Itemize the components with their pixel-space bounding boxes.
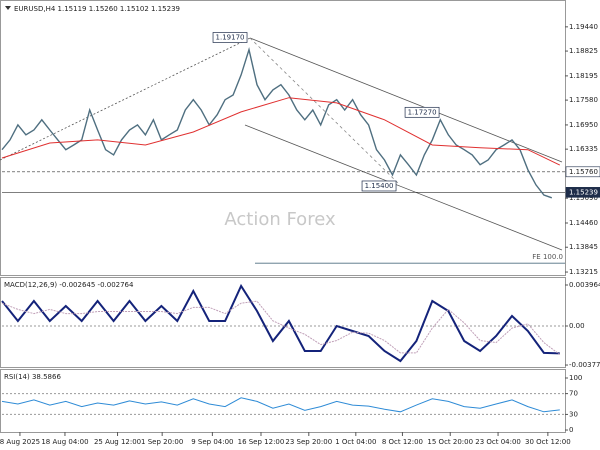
x-tick-label: 9 Sep 04:00 bbox=[191, 438, 233, 446]
y-tick-label: 1.16335 bbox=[569, 145, 598, 153]
y-tick-label: 1.17580 bbox=[569, 96, 598, 104]
watermark: Action Forex bbox=[224, 209, 336, 230]
x-tick-label: 8 Oct 12:00 bbox=[382, 438, 423, 446]
annotation-box bbox=[212, 32, 248, 43]
annotation-box bbox=[361, 180, 397, 192]
y-tick-label: 1.14460 bbox=[569, 219, 598, 227]
x-tick-label: 1 Sep 20:00 bbox=[141, 438, 183, 446]
y-tick-label: 1.13845 bbox=[569, 243, 598, 251]
series-line bbox=[1, 300, 561, 355]
x-tick-label: 16 Sep 12:00 bbox=[238, 438, 285, 446]
price-level-label: 1.15239 bbox=[569, 188, 598, 196]
x-tick-label: 23 Oct 04:00 bbox=[475, 438, 521, 446]
x-tick-label: 23 Sep 20:00 bbox=[285, 438, 332, 446]
x-tick-label: 8 Aug 2025 bbox=[0, 438, 40, 446]
y-tick-label: 70 bbox=[569, 390, 578, 398]
price-level-label: 1.15760 bbox=[569, 168, 598, 176]
y-tick-label: 1.18195 bbox=[569, 72, 598, 80]
y-tick-label: 1.15090 bbox=[569, 194, 598, 202]
price-level-box bbox=[565, 187, 600, 198]
y-tick-label: 100 bbox=[569, 374, 582, 382]
channel-lower bbox=[244, 124, 563, 251]
rsi-panel bbox=[0, 369, 566, 433]
x-tick-label: 1 Oct 04:00 bbox=[335, 438, 376, 446]
annotation-label: 1.17270 bbox=[408, 108, 437, 116]
y-tick-label: 0 bbox=[569, 426, 573, 434]
macd-title: MACD(12,26,9) -0.002645 -0.002764 bbox=[4, 281, 134, 289]
y-tick-label: 0.003964 bbox=[569, 281, 600, 289]
y-tick-label: 1.19440 bbox=[569, 23, 598, 31]
y-tick-label: -0.003774 bbox=[569, 361, 600, 369]
y-tick-label: 1.18825 bbox=[569, 47, 598, 55]
series-line bbox=[1, 283, 560, 363]
rsi-title: RSI(14) 38.5866 bbox=[4, 373, 61, 381]
chart-title: EURUSD,H4 1.15119 1.15260 1.15102 1.1523… bbox=[14, 5, 180, 13]
annotation-label: 1.19170 bbox=[216, 33, 245, 41]
x-tick-label: 30 Oct 12:00 bbox=[525, 438, 571, 446]
annotation-box bbox=[404, 106, 440, 118]
annotation-label: 1.15400 bbox=[365, 182, 394, 190]
series-line bbox=[1, 97, 561, 166]
y-tick-label: 0.00 bbox=[569, 322, 585, 330]
y-tick-label: 30 bbox=[569, 410, 578, 418]
main-panel bbox=[0, 0, 566, 276]
projection-dashed bbox=[249, 37, 401, 186]
x-tick-label: 15 Oct 20:00 bbox=[427, 438, 473, 446]
y-tick-label: 1.16950 bbox=[569, 121, 598, 129]
series-line bbox=[1, 47, 553, 199]
macd-panel bbox=[0, 277, 566, 368]
fe-level-label: FE 100.0 bbox=[532, 253, 563, 261]
x-tick-label: 25 Aug 12:00 bbox=[94, 438, 141, 446]
price-level-box bbox=[565, 166, 600, 178]
collapse-icon bbox=[5, 6, 11, 10]
x-tick-label: 18 Aug 04:00 bbox=[41, 438, 88, 446]
series-line bbox=[1, 397, 560, 413]
y-tick-label: 1.13215 bbox=[569, 268, 598, 276]
